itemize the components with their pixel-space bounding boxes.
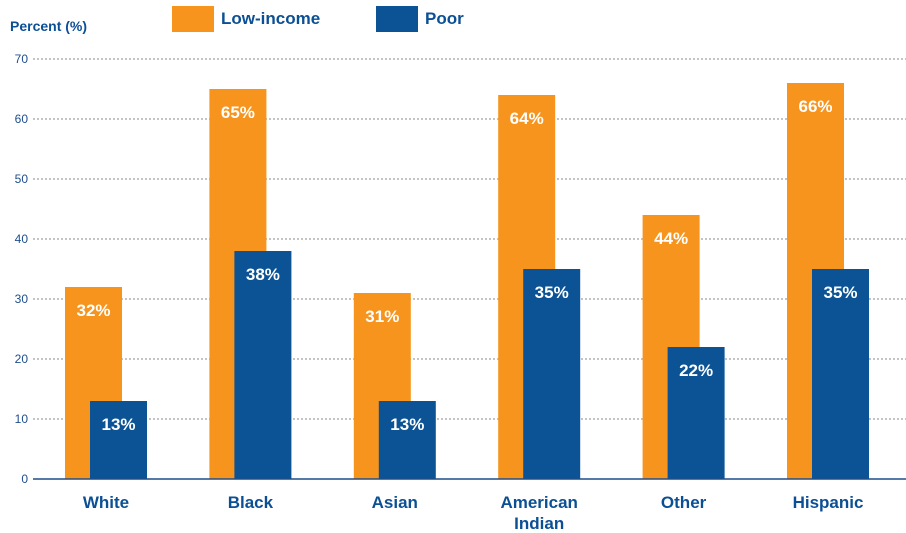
x-category-label: American [500, 493, 577, 512]
bar-poor [523, 269, 581, 479]
bars [65, 83, 869, 479]
value-label-poor: 35% [823, 283, 857, 302]
bar-poor [378, 401, 436, 479]
value-label-poor: 35% [535, 283, 569, 302]
value-labels: 32% 13% 65% 38% 31% 13% 64% 35% 44% 22% 66% 35% [76, 97, 857, 434]
value-label-poor: 13% [101, 415, 135, 434]
bar-poor [667, 347, 725, 479]
x-category-label: Asian [372, 493, 418, 512]
legend-swatch [172, 6, 214, 32]
y-tick-label: 50 [15, 172, 29, 186]
y-axis-label: Percent (%) [10, 18, 87, 34]
gridlines [33, 58, 906, 420]
x-category-label: Other [661, 493, 707, 512]
y-tick-label: 10 [15, 412, 29, 426]
x-category-label: Hispanic [793, 493, 864, 512]
legend: Low-income Poor [172, 6, 464, 32]
legend-label: Low-income [221, 9, 320, 28]
value-label-low-income: 32% [76, 301, 110, 320]
y-tick-label: 30 [15, 292, 29, 306]
bar-poor [234, 251, 292, 479]
y-tick-label: 40 [15, 232, 29, 246]
value-label-low-income: 31% [365, 307, 399, 326]
y-tick-label: 20 [15, 352, 29, 366]
value-label-poor: 13% [390, 415, 424, 434]
x-category-label: Black [228, 493, 274, 512]
y-axis-ticks: 0 10 20 30 40 50 60 70 [15, 52, 29, 486]
y-tick-label: 0 [21, 472, 28, 486]
y-tick-label: 70 [15, 52, 29, 66]
x-category-label: White [83, 493, 129, 512]
legend-label: Poor [425, 9, 464, 28]
bar-poor [812, 269, 869, 479]
value-label-low-income: 66% [798, 97, 832, 116]
value-label-low-income: 44% [654, 229, 688, 248]
x-category-label: Indian [514, 514, 564, 533]
value-label-poor: 38% [246, 265, 280, 284]
value-label-low-income: 65% [221, 103, 255, 122]
value-label-poor: 22% [679, 361, 713, 380]
bar-poor [90, 401, 147, 479]
x-axis-categories: White Black Asian American Indian Other Hispan… [83, 493, 864, 533]
value-label-low-income: 64% [510, 109, 544, 128]
y-tick-label: 60 [15, 112, 29, 126]
legend-swatch [376, 6, 418, 32]
